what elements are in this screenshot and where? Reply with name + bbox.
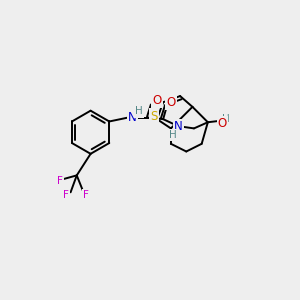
Text: F: F — [57, 176, 63, 186]
Text: O: O — [166, 96, 176, 109]
Text: S: S — [150, 110, 158, 123]
Text: O: O — [218, 117, 227, 130]
Text: H: H — [169, 130, 177, 140]
Text: N: N — [174, 120, 183, 134]
Text: H: H — [135, 106, 143, 116]
Text: H: H — [222, 114, 230, 124]
Text: O: O — [152, 94, 162, 107]
Text: F: F — [83, 190, 89, 200]
Text: F: F — [63, 190, 69, 200]
Text: N: N — [128, 111, 137, 124]
